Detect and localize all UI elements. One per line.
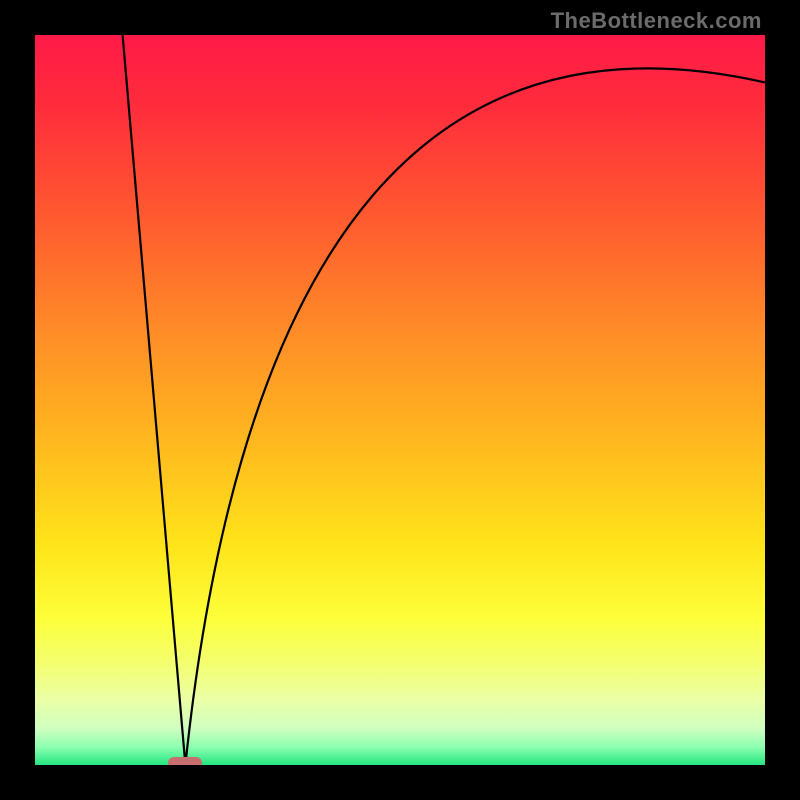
curve-left-branch bbox=[123, 35, 186, 765]
minimum-marker bbox=[168, 757, 202, 765]
chart-container: TheBottleneck.com bbox=[0, 0, 800, 800]
curve-right-branch bbox=[185, 68, 765, 765]
plot-area bbox=[35, 35, 765, 765]
curve-layer bbox=[35, 35, 765, 765]
attribution-caption: TheBottleneck.com bbox=[551, 8, 762, 34]
